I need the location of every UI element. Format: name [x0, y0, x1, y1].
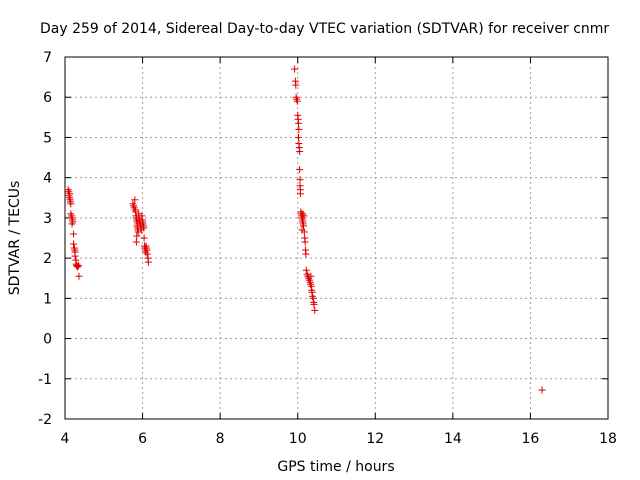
y-tick-label: 6 [43, 90, 52, 106]
data-point [538, 386, 546, 394]
chart-title: Day 259 of 2014, Sidereal Day-to-day VTE… [40, 21, 609, 37]
data-point [311, 306, 319, 314]
data-point [140, 234, 148, 242]
data-point [310, 300, 318, 308]
data-point [296, 176, 304, 184]
data-point [292, 81, 300, 89]
data-point [74, 263, 82, 271]
data-point [294, 133, 302, 141]
data-point [70, 240, 78, 248]
y-tick-label: 7 [43, 50, 52, 66]
data-point [298, 226, 306, 234]
data-point [293, 97, 301, 105]
data-point [71, 252, 79, 260]
data-point [296, 166, 304, 174]
y-axis-title: SDTVAR / TECUs [7, 181, 23, 296]
data-point [296, 148, 304, 156]
x-tick-label: 10 [289, 431, 307, 447]
data-point [75, 272, 83, 280]
data-point [307, 272, 315, 280]
data-point [67, 200, 75, 208]
data-point [73, 262, 81, 270]
data-point [75, 261, 83, 269]
data-point [131, 196, 139, 204]
data-point [291, 65, 299, 73]
data-point [68, 220, 76, 228]
data-point [143, 250, 151, 258]
data-point [70, 230, 78, 238]
y-tick-label: 4 [43, 171, 52, 187]
data-point [299, 210, 307, 218]
data-points [64, 65, 546, 394]
data-point [132, 238, 140, 246]
y-tick-label: 3 [43, 211, 52, 227]
x-tick-label: 6 [138, 431, 147, 447]
y-tick-label: 2 [43, 251, 52, 267]
x-tick-label: 4 [61, 431, 70, 447]
grid-layer [65, 57, 608, 419]
y-tick-label: 0 [43, 332, 52, 348]
data-point [302, 250, 310, 258]
data-point [302, 266, 310, 274]
x-axis-title: GPS time / hours [277, 459, 394, 475]
data-point [144, 258, 152, 266]
data-point [295, 125, 303, 133]
x-tick-label: 16 [522, 431, 540, 447]
x-tick-label: 18 [599, 431, 617, 447]
data-point [300, 222, 308, 230]
data-point [296, 190, 304, 198]
data-point [301, 238, 309, 246]
x-tick-label: 14 [444, 431, 462, 447]
y-tick-label: 1 [43, 291, 52, 307]
y-tick-label: 5 [43, 130, 52, 146]
plot-frame [64, 56, 609, 420]
data-point [140, 224, 148, 232]
x-tick-label: 8 [216, 431, 225, 447]
x-tick-label: 12 [366, 431, 384, 447]
y-tick-label: -1 [38, 372, 52, 388]
data-point [294, 119, 302, 127]
data-point [133, 232, 141, 240]
data-point [66, 190, 74, 198]
y-tick-label: -2 [38, 412, 52, 428]
